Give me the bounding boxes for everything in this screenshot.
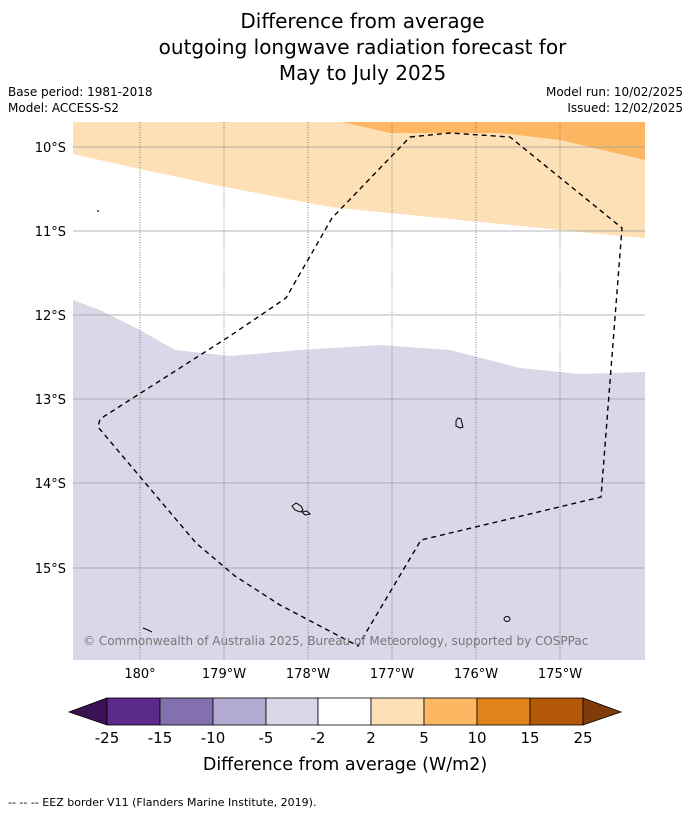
anomaly-region-minus5-to-minus2 bbox=[73, 300, 645, 660]
lat-label-13s: 13°S bbox=[35, 393, 66, 408]
title-line-1: Difference from average bbox=[240, 9, 485, 33]
graticule-lines bbox=[73, 122, 645, 660]
lon-label-178w: 178°W bbox=[286, 667, 330, 682]
island-futuna bbox=[291, 502, 304, 513]
lon-label-176w: 176°W bbox=[454, 667, 498, 682]
cb-tick-2: -10 bbox=[201, 729, 226, 747]
lat-label-15s: 15°S bbox=[35, 562, 66, 577]
cb-tick-4: -2 bbox=[311, 729, 326, 747]
lon-label-180: 180° bbox=[124, 667, 155, 682]
cb-tick-8: 15 bbox=[520, 729, 539, 747]
colorbar-bin-minus2-2 bbox=[317, 697, 372, 726]
cb-tick-1: -15 bbox=[148, 729, 173, 747]
model-run: Model run: 10/02/2025 bbox=[545, 85, 683, 99]
eez-legend: -- -- -- EEZ border V11 (Flanders Marine… bbox=[8, 796, 317, 809]
colorbar bbox=[67, 697, 623, 726]
cb-tick-9: 25 bbox=[573, 729, 592, 747]
title-line-3: May to July 2025 bbox=[278, 61, 447, 85]
map-panel: © Commonwealth of Australia 2025, Bureau… bbox=[73, 122, 645, 660]
lat-label-10s: 10°S bbox=[35, 141, 66, 156]
anomaly-region-5-to-10 bbox=[342, 122, 645, 160]
island-wallis bbox=[455, 417, 464, 429]
lat-label-12s: 12°S bbox=[35, 309, 66, 324]
lat-label-11s: 11°S bbox=[35, 225, 66, 240]
colorbar-extend-low bbox=[67, 697, 108, 726]
colorbar-bin-minus15-minus10 bbox=[159, 697, 214, 726]
cb-tick-5: 2 bbox=[366, 729, 376, 747]
colorbar-extend-high bbox=[582, 697, 623, 726]
cb-tick-6: 5 bbox=[419, 729, 429, 747]
colorbar-tick-labels: -25 -15 -10 -5 -2 2 5 10 15 25 bbox=[95, 729, 593, 747]
base-period: Base period: 1981-2018 bbox=[8, 85, 153, 99]
colorbar-bin-2-5 bbox=[370, 697, 425, 726]
anomaly-region-2-to-5 bbox=[73, 122, 645, 238]
lon-label-177w: 177°W bbox=[370, 667, 414, 682]
islet-northwest bbox=[97, 210, 99, 212]
cb-tick-0: -25 bbox=[95, 729, 120, 747]
meta-left: Base period: 1981-2018 Model: ACCESS-S2 bbox=[8, 84, 153, 116]
cb-tick-7: 10 bbox=[467, 729, 486, 747]
longitude-labels: 180° 179°W 178°W 177°W 176°W 175°W bbox=[124, 667, 582, 682]
lat-label-14s: 14°S bbox=[35, 477, 66, 492]
map-title: Difference from average outgoing longwav… bbox=[0, 8, 690, 86]
colorbar-bin-5-10 bbox=[423, 697, 478, 726]
colorbar-bin-10-15 bbox=[476, 697, 531, 726]
colorbar-bin-minus25-minus15 bbox=[106, 697, 161, 726]
model-name: Model: ACCESS-S2 bbox=[8, 101, 120, 115]
cb-tick-3: -5 bbox=[259, 729, 274, 747]
title-line-2: outgoing longwave radiation forecast for bbox=[158, 35, 567, 59]
lon-label-179w: 179°W bbox=[202, 667, 246, 682]
colorbar-bin-15-25 bbox=[529, 697, 584, 726]
colorbar-label: Difference from average (W/m2) bbox=[203, 755, 487, 775]
latitude-labels: 10°S 11°S 12°S 13°S 14°S 15°S bbox=[35, 141, 66, 577]
copyright-text: © Commonwealth of Australia 2025, Bureau… bbox=[83, 634, 588, 648]
eez-border bbox=[97, 132, 623, 647]
meta-right: Model run: 10/02/2025 Issued: 12/02/2025 bbox=[546, 84, 683, 116]
island-alofi bbox=[300, 510, 312, 516]
island-east bbox=[503, 616, 511, 622]
lon-label-175w: 175°W bbox=[538, 667, 582, 682]
colorbar-bin-minus10-minus5 bbox=[212, 697, 267, 726]
island-southwest bbox=[142, 627, 153, 633]
issued-date: Issued: 12/02/2025 bbox=[567, 101, 683, 115]
colorbar-bin-minus5-minus2 bbox=[265, 697, 319, 726]
